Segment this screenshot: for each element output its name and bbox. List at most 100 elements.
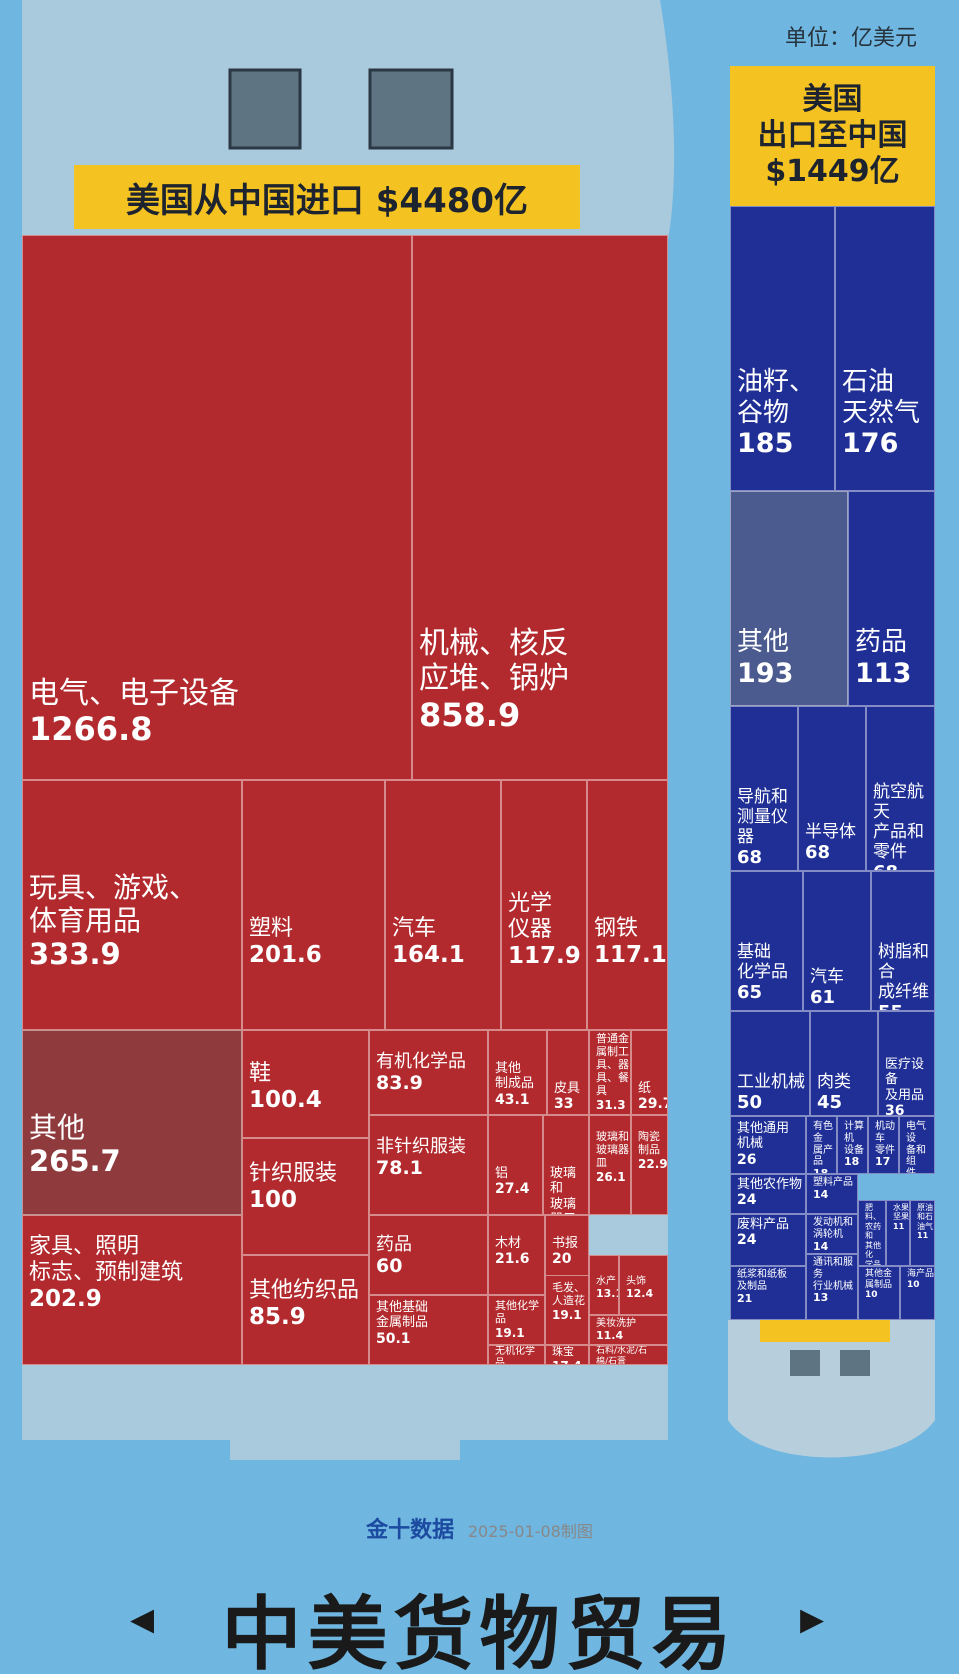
import-cell: 汽车 164.1 [385,780,501,1030]
export-cell-value: 11 [917,1231,929,1241]
export-cell-value: 113 [855,657,912,689]
export-banner-line-2: 出口至中国 [757,118,908,153]
export-cell-value: 65 [737,982,763,1004]
export-cell: 油籽、 谷物 185 [730,206,835,491]
import-cell-value: 43.1 [495,1091,530,1108]
export-cell-value: 176 [842,428,899,460]
export-cell-label: 原油 和石 油气 11 [917,1203,933,1241]
import-cell-value: 1266.8 [29,710,153,749]
export-cell-label: 工业机械 50 [737,1072,805,1114]
import-cell-label: 钢铁 117.1 [594,916,667,968]
export-cell-label: 油籽、 谷物 185 [737,367,816,460]
export-cell-value: 14 [813,1239,829,1253]
import-cell-label: 汽车 164.1 [392,916,465,968]
export-cell-value: 24 [737,1192,757,1209]
import-cell-label: 鞋 100.4 [249,1061,322,1113]
export-cell-label: 发动机和 涡轮机 14 [813,1217,853,1253]
import-cell-label: 木材 21.6 [495,1236,530,1268]
page-title: 中美货物贸易 [221,1588,738,1674]
export-cell: 电气设 备和组 件17 [899,1116,935,1174]
export-cell: 发动机和 涡轮机 14 [806,1214,858,1254]
import-cell-label: 非针织服装 78.1 [376,1136,466,1180]
import-cell-value: 33 [554,1096,574,1113]
import-cell-value: 265.7 [29,1144,121,1179]
import-cell-value: 19.1 [552,1307,582,1322]
export-cell: 导航和 测量仪器 68 [730,706,798,871]
import-cell-label: 其他化学品 19.1 [495,1299,544,1340]
export-cell-label: 医疗设备 及用品 36 [885,1057,934,1116]
export-cell: 石油 天然气 176 [835,206,935,491]
import-cell-value: 21.6 [495,1251,530,1268]
import-cell-label: 皮具 33 [554,1081,581,1113]
export-cell: 半导体 68 [798,706,866,871]
import-cell-label: 美妆洗护 11.4 [596,1318,636,1342]
import-cell: 美妆洗护 11.4 [589,1315,668,1345]
export-cell-label: 有色金 属产品 18 [813,1121,836,1174]
import-cell: 其他 制成品 43.1 [488,1030,547,1115]
export-cell-label: 基础 化学品 65 [737,942,788,1004]
export-cell-value: 11 [893,1221,905,1231]
import-cell-label: 纸29.7 [638,1081,667,1113]
import-cell-label: 有机化学品 83.9 [376,1051,466,1095]
export-cell-label: 机动车 零件 17 [875,1121,898,1169]
export-cell: 原油 和石 油气 11 [910,1200,935,1266]
export-cell: 其他农作物 24 [730,1174,806,1214]
import-cell-label: 电气、电子设备 1266.8 [29,676,239,749]
import-cell-label: 其他纺织品 85.9 [249,1278,360,1330]
import-cell-value: 11.4 [596,1328,624,1342]
export-cell-label: 汽车 61 [810,967,844,1009]
export-cell-value: 45 [817,1092,843,1114]
export-cell-value: 14 [813,1187,829,1201]
export-cell-label: 药品 113 [855,627,912,689]
import-cell: 玩具、游戏、 体育用品 333.9 [22,780,242,1030]
export-cell-value: 55 [878,1002,934,1010]
export-cell-value: 50 [737,1092,763,1114]
import-cell-label: 机械、核反 应堆、锅炉 858.9 [419,626,569,734]
import-cell: 纸29.7 [631,1030,668,1115]
import-cell: 光学 仪器 117.9 [501,780,587,1030]
export-banner-line-1: 美国 [802,82,863,117]
import-cell: 石料/水泥/石 棉/石膏10.3 [589,1345,668,1365]
import-cell-label: 塑料 201.6 [249,916,322,968]
import-cell-label: 书报 20 [552,1236,579,1268]
export-cell: 肉类 45 [810,1011,878,1116]
import-cell-value: 333.9 [29,937,121,972]
import-cell: 毛发、 人造花 19.1 [545,1275,589,1345]
import-cell-label: 玻璃和玻璃器皿 26.1 [596,1130,629,1184]
import-cell-value: 22.9 [638,1156,668,1171]
import-cell-label: 其他 制成品 43.1 [495,1061,535,1108]
export-cell: 海产品 10 [900,1266,935,1320]
export-cell: 塑料产品 14 [806,1174,858,1214]
import-cell-value: 27.4 [495,1181,530,1198]
export-cell-label: 其他金 属制品 10 [865,1269,893,1301]
import-cell-value: 50.1 [376,1330,411,1347]
import-cell: 针织服装 100 [242,1138,369,1255]
export-cell: 废料产品 24 [730,1214,806,1266]
import-cell: 鞋 100.4 [242,1030,369,1138]
import-cell: 珠宝17.4 [545,1345,589,1365]
arrow-left-icon: ◂ [130,1590,155,1646]
import-cell: 木材 21.6 [488,1215,545,1295]
export-cell-value: 17 [875,1155,891,1169]
import-cell: 塑料 201.6 [242,780,385,1030]
export-cell-value: 18 [813,1167,829,1174]
footer-credit: 金十数据 2025-01-08制图 [0,1512,959,1544]
import-cell-value: 858.9 [419,695,521,734]
export-cell-label: 半导体 68 [805,822,856,864]
export-cell-value: 36 [885,1102,905,1116]
import-cell-value: 100.4 [249,1086,322,1113]
import-cell: 家具、照明 标志、预制建筑 202.9 [22,1215,242,1365]
export-cell-label: 石油 天然气 176 [842,367,921,460]
import-cell-value: 12.4 [626,1286,654,1300]
import-cell: 其他纺织品 85.9 [242,1255,369,1365]
export-cell-label: 塑料产品 14 [813,1177,853,1201]
import-cell-value: 17.4 [552,1359,582,1364]
export-total-banner: 美国 出口至中国 $1449亿 [730,66,935,206]
export-cell: 水果 坚果 11 [886,1200,910,1266]
export-cell-value: 18 [844,1155,860,1169]
